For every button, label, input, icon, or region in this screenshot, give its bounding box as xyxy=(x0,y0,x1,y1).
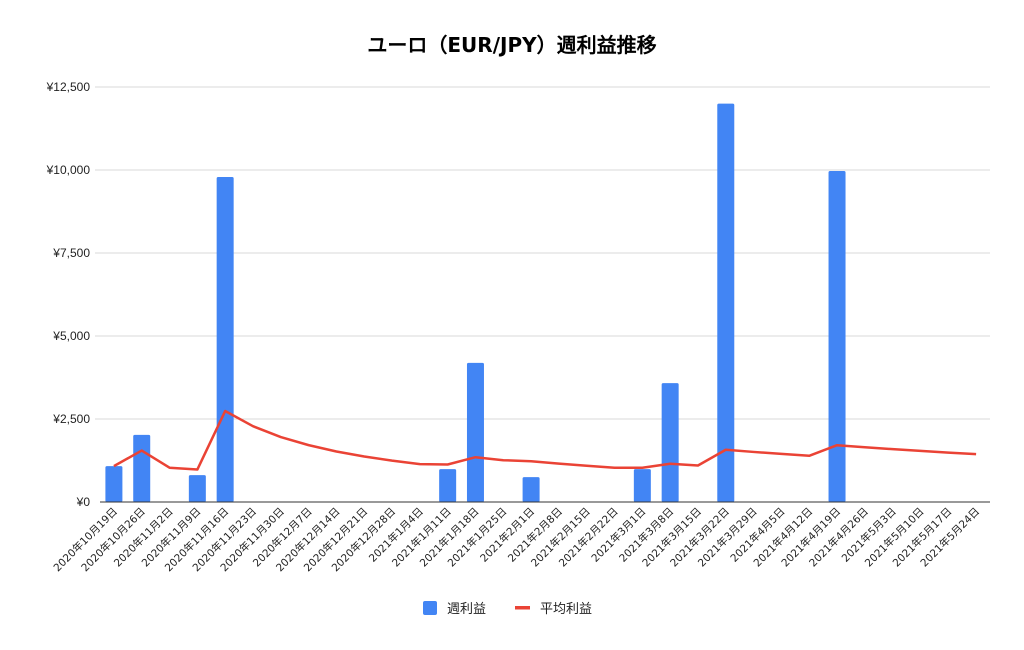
bar xyxy=(633,469,651,502)
legend-swatch-line xyxy=(515,606,530,610)
bar xyxy=(105,466,123,502)
bar xyxy=(466,362,484,502)
x-axis: 2020年10月19日2020年10月26日2020年11月2日2020年11月… xyxy=(51,501,990,574)
y-tick-label: ¥10,000 xyxy=(46,163,91,177)
bar xyxy=(439,469,457,502)
y-tick-label: ¥7,500 xyxy=(52,246,90,260)
legend-label-bar: 週利益 xyxy=(447,602,486,617)
bar xyxy=(661,383,679,502)
line-series xyxy=(113,409,977,471)
bar-series xyxy=(105,103,846,503)
y-tick-label: ¥12,500 xyxy=(46,80,91,94)
average-line xyxy=(113,409,977,471)
chart-title: ユーロ（EUR/JPY）週利益推移 xyxy=(367,33,656,57)
y-tick-label: ¥5,000 xyxy=(52,329,90,343)
bar xyxy=(828,170,846,502)
y-axis: ¥0 ¥2,500 ¥5,000 ¥7,500 ¥10,000 ¥12,500 xyxy=(46,80,91,509)
y-tick-label: ¥2,500 xyxy=(52,412,90,426)
y-tick-label: ¥0 xyxy=(76,495,91,509)
legend: 週利益 平均利益 xyxy=(423,601,592,617)
bar xyxy=(188,475,206,502)
legend-label-line: 平均利益 xyxy=(540,602,592,617)
bar xyxy=(216,176,234,503)
bar xyxy=(133,434,151,502)
legend-swatch-bar xyxy=(423,601,437,615)
bar xyxy=(522,477,540,502)
bar xyxy=(717,103,735,502)
